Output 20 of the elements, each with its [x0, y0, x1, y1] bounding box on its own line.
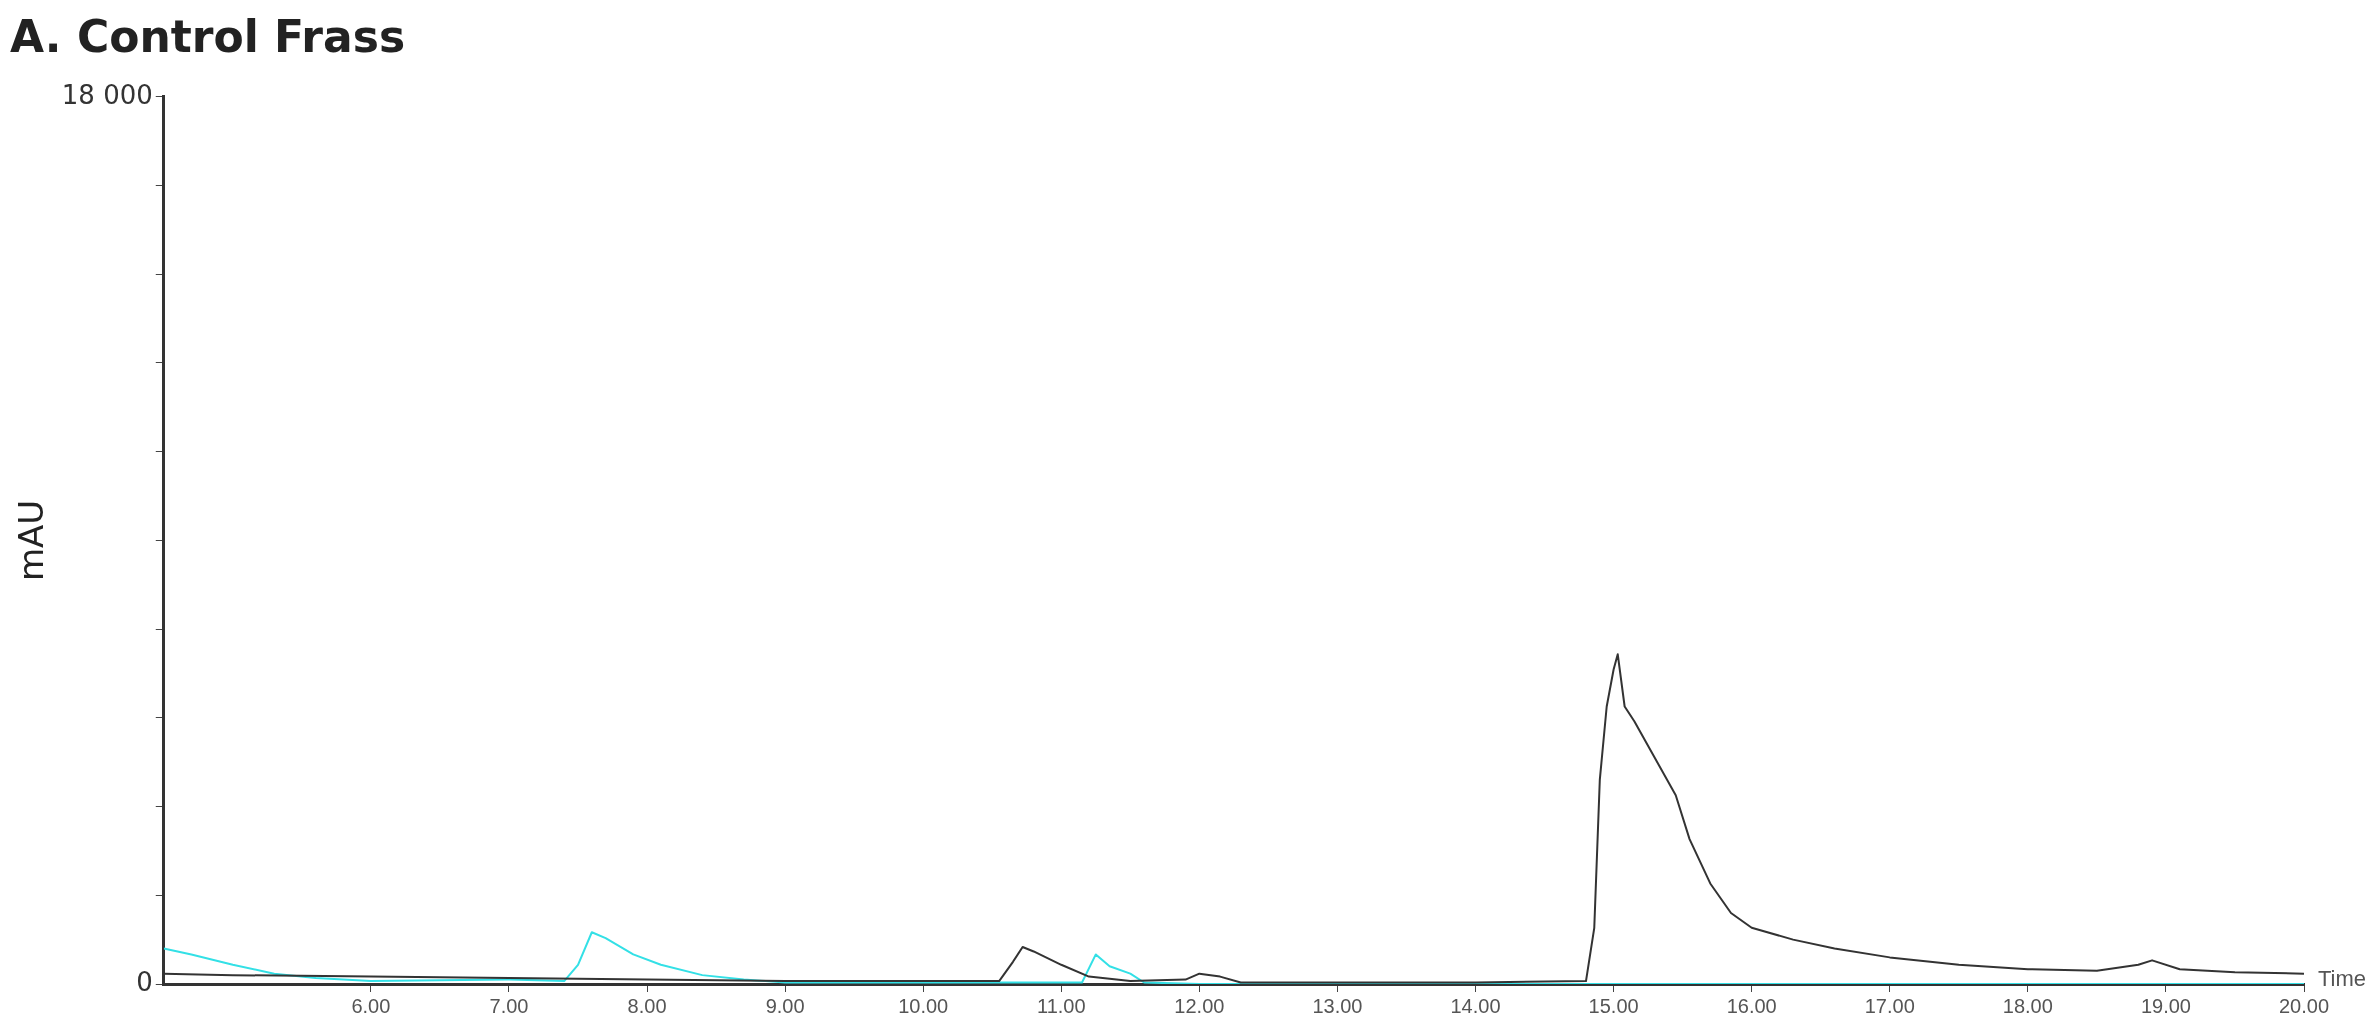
x-tick-label: 8.00	[627, 994, 667, 1017]
x-tick-label: 18.00	[2002, 994, 2053, 1017]
y-tick-label: 0	[136, 966, 153, 997]
x-tick-label: 7.00	[489, 994, 529, 1017]
chart-title: A. Control Frass	[10, 10, 406, 62]
x-tick-label: 13.00	[1312, 994, 1363, 1017]
x-tick-label: 14.00	[1450, 994, 1501, 1017]
y-axis-title: mAU	[11, 499, 52, 582]
x-tick-label: 12.00	[1174, 994, 1225, 1017]
x-tick-label: 6.00	[351, 994, 391, 1017]
x-tick-label: 20.00	[2278, 994, 2330, 1017]
x-tick-label: 15.00	[1588, 994, 1639, 1017]
x-tick-label: 11.00	[1037, 994, 1086, 1017]
x-tick-label: 19.00	[2140, 994, 2191, 1017]
x-tick-label: 9.00	[765, 994, 805, 1017]
x-tick-label: 17.00	[1864, 994, 1915, 1017]
x-axis-title: Time	[2318, 966, 2367, 992]
y-tick-label: 18 000	[61, 79, 153, 110]
x-tick-label: 16.00	[1726, 994, 1777, 1017]
x-tick-label: 10.00	[898, 994, 949, 1017]
